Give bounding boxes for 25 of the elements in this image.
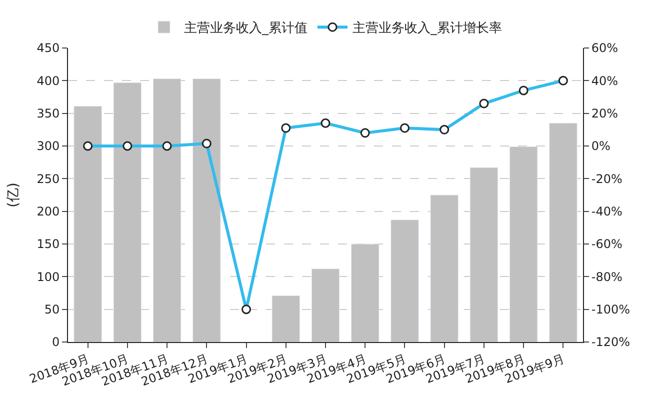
bar [192, 78, 221, 342]
legend-label: 主营业务收入_累计值 [184, 20, 308, 36]
y2-tick-label: -100% [591, 302, 630, 317]
y-tick-label: 350 [36, 106, 60, 121]
y-tick-label: 50 [44, 302, 60, 317]
legend-label: 主营业务收入_累计增长率 [352, 20, 502, 36]
y2-tick-label: 20% [591, 106, 618, 121]
y-tick-label: 400 [36, 74, 60, 88]
y2-tick-label: 40% [591, 74, 618, 88]
y-tick-label: 0 [52, 335, 60, 350]
y2-tick-label: 0% [591, 139, 610, 154]
y-tick-label: 200 [36, 204, 60, 219]
y-tick-label: 300 [36, 139, 60, 154]
y2-tick-label: -80% [591, 270, 622, 284]
y2-tick-label: -120% [591, 335, 630, 350]
y-tick-label: 100 [36, 270, 60, 284]
y-tick-label: 250 [36, 172, 60, 186]
y-tick-label: 150 [36, 237, 60, 252]
y-tick-label: 450 [36, 41, 60, 56]
bar [390, 220, 419, 342]
y2-tick-label: 60% [591, 41, 618, 56]
y2-tick-label: -40% [591, 204, 622, 219]
y2-tick-label: -60% [591, 237, 622, 252]
y-axis-title: (亿) [5, 182, 22, 208]
y2-tick-label: -20% [591, 172, 622, 186]
